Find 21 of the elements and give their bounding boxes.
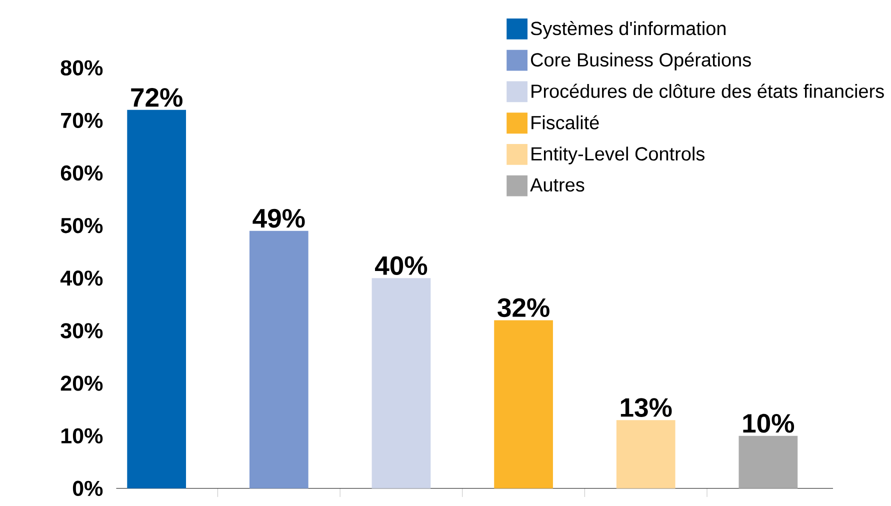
data-label: 72% <box>131 88 182 107</box>
data-label: 10% <box>743 414 794 433</box>
legend-label: Autres <box>530 178 584 192</box>
legend-label: Core Business Opérations <box>531 52 751 70</box>
data-label: 32% <box>498 298 550 318</box>
y-tick-label: 60% <box>60 166 103 181</box>
data-label: 49% <box>252 209 305 228</box>
legend-label: Systèmes d'information <box>530 21 726 40</box>
data-label: 13% <box>620 398 672 418</box>
legend-label: Fiscalité <box>532 115 599 130</box>
y-tick-label: 10% <box>61 428 103 444</box>
legend-label: Procédures de clôture des états financiers <box>532 84 884 98</box>
y-tick-label: 40% <box>60 270 103 286</box>
y-tick-label: 20% <box>60 376 103 392</box>
y-tick-label: 50% <box>60 218 103 234</box>
y-tick-label: 0% <box>72 480 103 496</box>
data-label: 40% <box>375 256 428 276</box>
legend-label: Entity-Level Controls <box>532 146 704 165</box>
y-tick-label: 30% <box>60 323 103 339</box>
y-tick-label: 80% <box>60 60 103 76</box>
y-tick-label: 70% <box>61 112 103 128</box>
